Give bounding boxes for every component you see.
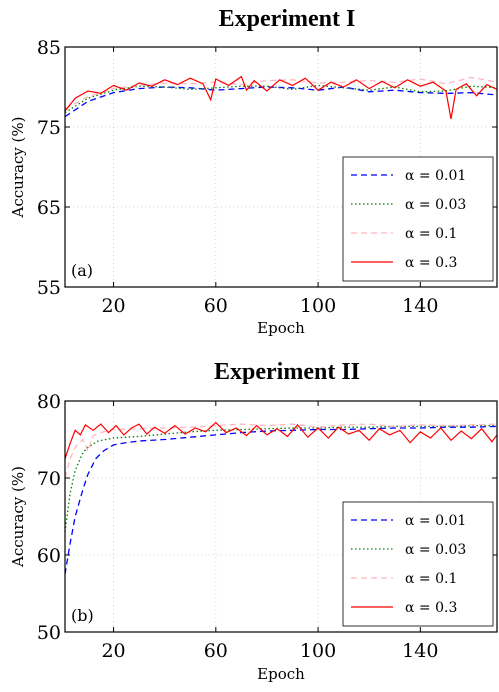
x-tick-label: 100 <box>300 295 336 317</box>
series-line-1 <box>65 425 497 575</box>
legend-label: α = 0.1 <box>405 226 457 242</box>
x-axis-label: Epoch <box>257 665 305 683</box>
x-tick-label: 140 <box>402 640 438 662</box>
legend: α = 0.01 α = 0.03 α = 0.1 α = 0.3 <box>342 156 494 282</box>
legend-label: α = 0.1 <box>405 571 457 587</box>
y-axis-label: Accuracy (%) <box>9 116 27 218</box>
x-axis-label: Epoch <box>257 319 305 337</box>
series-line-4 <box>65 421 497 459</box>
y-tick-label: 80 <box>37 391 61 413</box>
x-tick-label: 60 <box>204 295 228 317</box>
y-tick-label: 75 <box>37 117 61 139</box>
y-tick-label: 50 <box>37 622 61 644</box>
plot-area <box>65 421 497 575</box>
y-axis-label: Accuracy (%) <box>9 466 27 568</box>
x-tick-label: 100 <box>300 640 336 662</box>
y-tick-label: 55 <box>37 277 61 299</box>
chart-title: Experiment II <box>214 359 360 385</box>
y-tick-label: 85 <box>37 37 61 59</box>
x-tick-label: 20 <box>101 295 125 317</box>
panel-label: (a) <box>71 261 93 280</box>
plot-area <box>65 75 497 120</box>
legend-label: α = 0.01 <box>405 168 466 184</box>
series-line-4 <box>65 75 497 120</box>
legend-label: α = 0.3 <box>405 255 457 271</box>
legend-label: α = 0.03 <box>405 542 466 558</box>
legend-box <box>342 156 494 282</box>
axes-frame <box>64 46 498 288</box>
y-tick-label: 60 <box>37 545 61 567</box>
y-tick-label: 70 <box>37 468 61 490</box>
legend-label: α = 0.01 <box>405 513 466 529</box>
panel-label: (b) <box>71 606 94 625</box>
y-tick-label: 65 <box>37 197 61 219</box>
x-tick-label: 60 <box>204 640 228 662</box>
legend-box <box>342 501 494 627</box>
x-tick-label: 140 <box>402 295 438 317</box>
legend: α = 0.01 α = 0.03 α = 0.1 α = 0.3 <box>342 501 494 627</box>
chart-panel-2: Experiment II 20 60 100 140 50 60 70 80 Epoch Accu… <box>9 359 498 683</box>
series-line-3 <box>65 423 497 479</box>
series-line-2 <box>65 84 497 114</box>
legend-label: α = 0.3 <box>405 600 457 616</box>
series-line-1 <box>65 86 497 118</box>
x-tick-label: 20 <box>101 640 125 662</box>
series-line-2 <box>65 424 497 532</box>
chart-title: Experiment I <box>219 6 356 32</box>
axes-frame <box>64 400 498 633</box>
chart-panel-1: Experiment I 20 60 100 140 55 65 75 85 Epoch Accur… <box>9 6 498 337</box>
legend-label: α = 0.03 <box>405 197 466 213</box>
